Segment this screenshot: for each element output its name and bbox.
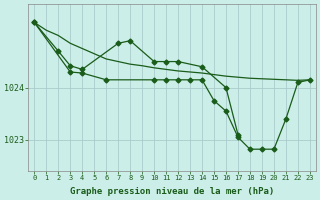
X-axis label: Graphe pression niveau de la mer (hPa): Graphe pression niveau de la mer (hPa) (70, 187, 274, 196)
